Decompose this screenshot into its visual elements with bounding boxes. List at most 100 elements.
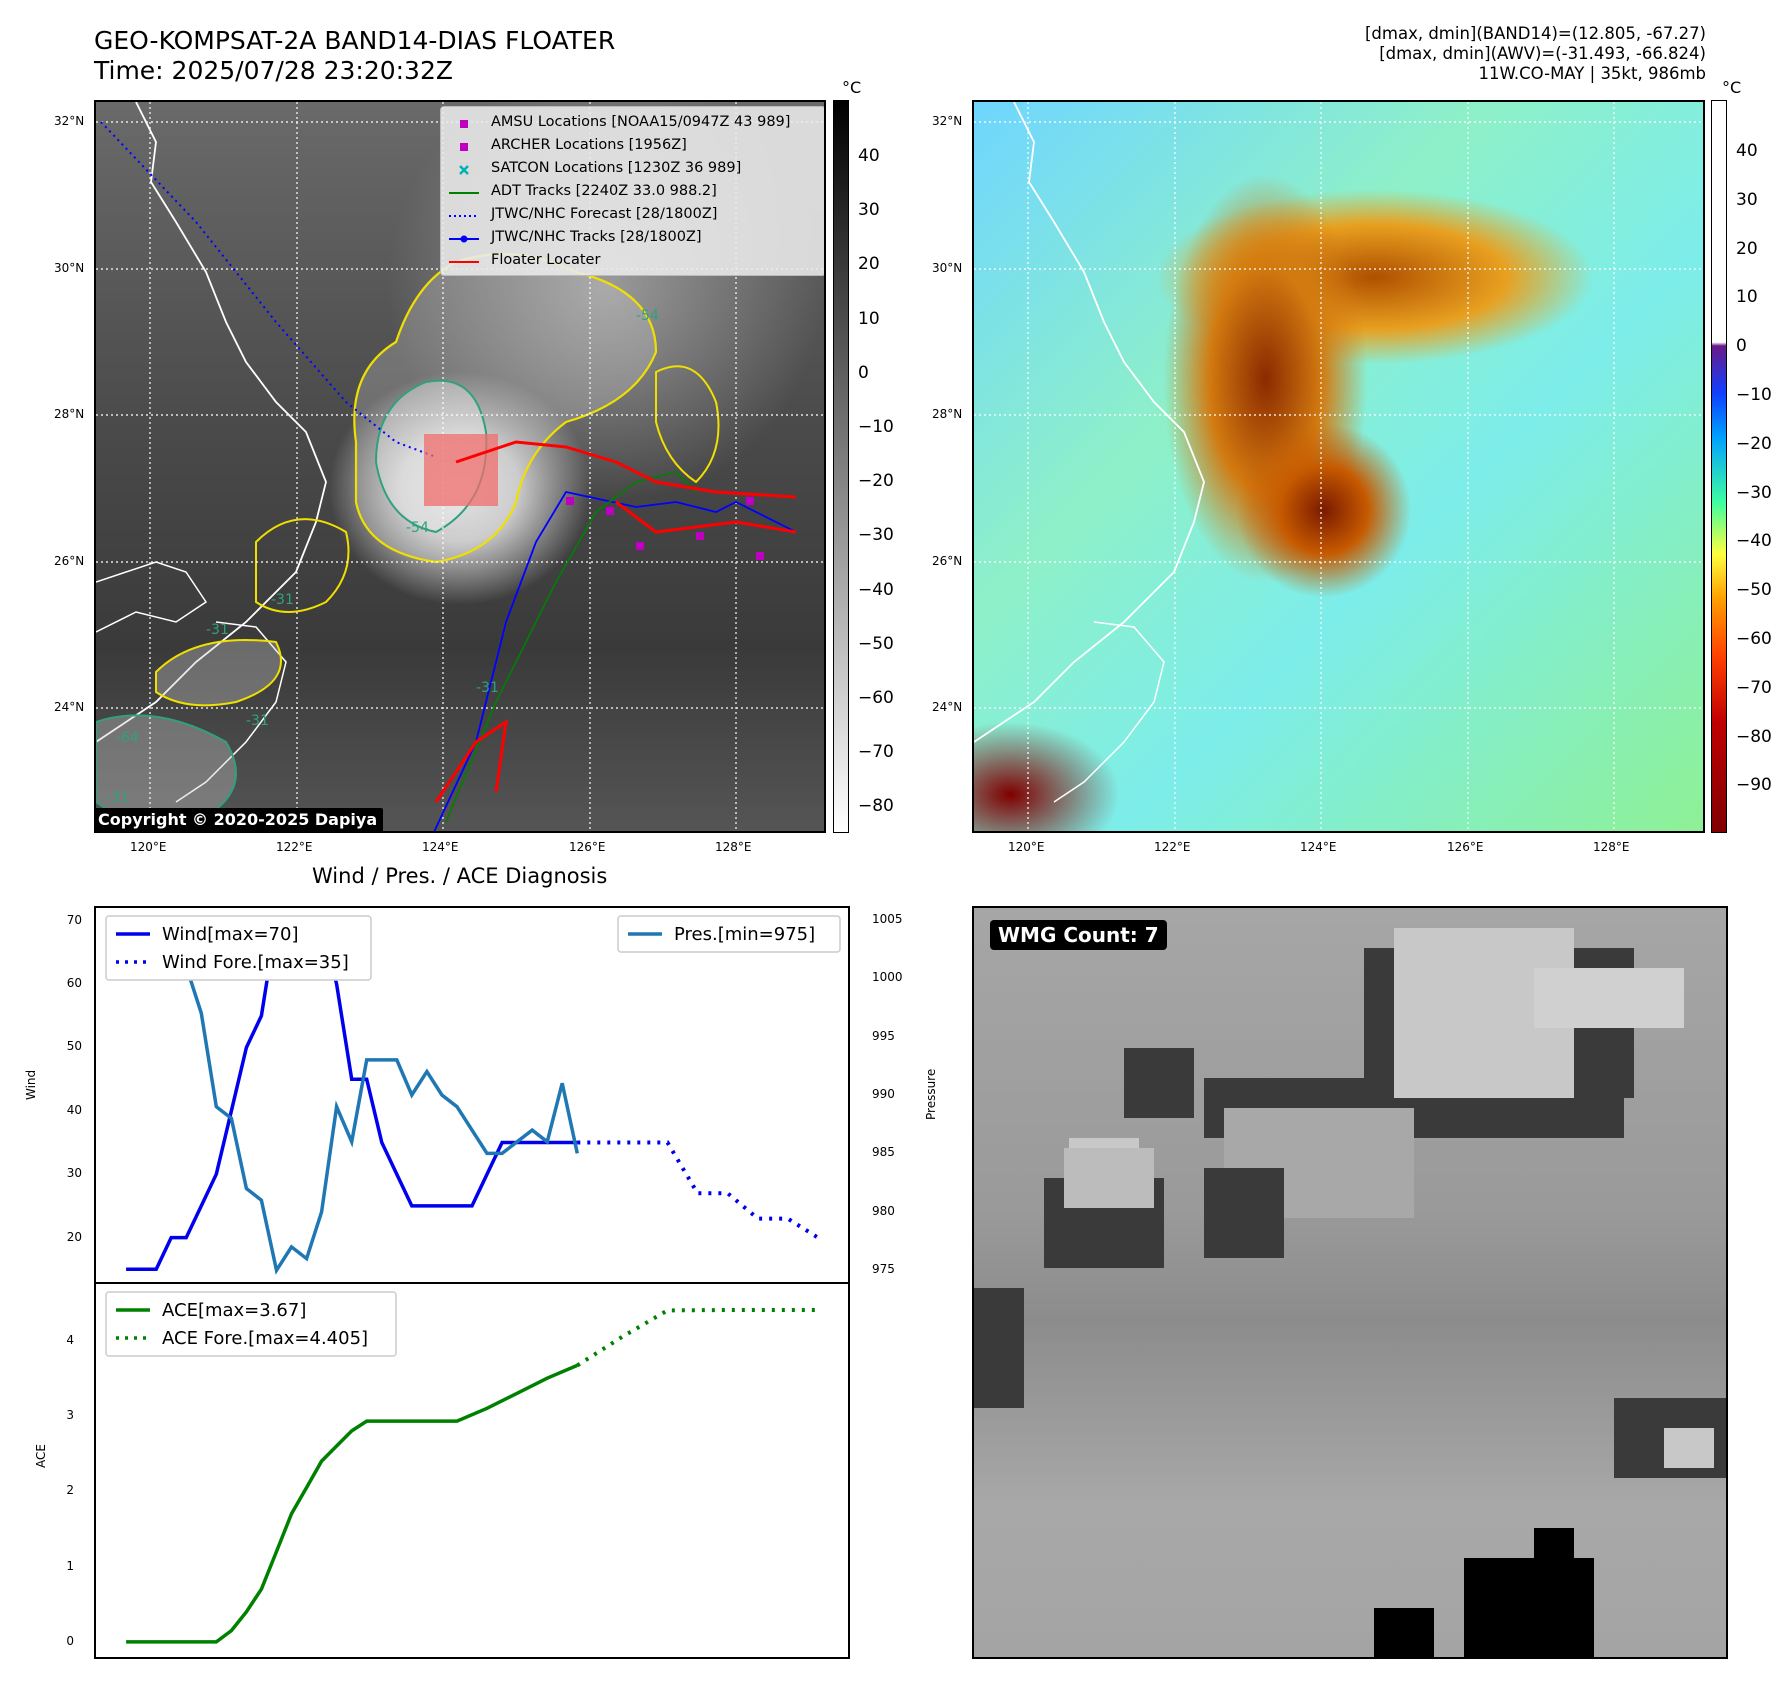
axis-tick-label: 20 — [66, 1229, 82, 1244]
contour-label: -31 — [106, 790, 129, 806]
lon-label: 124°E — [422, 840, 459, 854]
axis-tick-label: 995 — [872, 1028, 895, 1043]
contour-label: -31 — [246, 713, 269, 729]
colorbar-tick-label: −50 — [1736, 580, 1772, 601]
ir-colorbar — [833, 100, 849, 833]
contour-labels: -54 -31 -31 -31 -31 -64 -31 -54 — [106, 308, 659, 806]
lat-label: 24°N — [54, 700, 85, 714]
axis-tick-label: 975 — [872, 1262, 895, 1277]
main-title: GEO-KOMPSAT-2A BAND14-DIAS FLOATER Time:… — [94, 26, 615, 86]
colorbar-tick-label: 0 — [858, 362, 869, 383]
lon-label: 122°E — [1154, 840, 1191, 854]
title-line-1: GEO-KOMPSAT-2A BAND14-DIAS FLOATER — [94, 26, 616, 55]
lat-label: 32°N — [54, 114, 85, 128]
colorbar-tick-label: 10 — [1736, 287, 1758, 308]
floater-box — [424, 434, 498, 506]
lon-label: 124°E — [1300, 840, 1337, 854]
axis-tick-label: 1005 — [872, 911, 903, 926]
legend-label: ADT Tracks [2240Z 33.0 988.2] — [491, 183, 717, 199]
chart-legend: ACE[max=3.67] ACE Fore.[max=4.405] — [105, 1291, 397, 1357]
coastline — [974, 102, 1205, 743]
axis-tick-label: 40 — [66, 1102, 82, 1117]
legend-label: ARCHER Locations [1956Z] — [491, 137, 687, 153]
jtwc-track — [433, 490, 797, 831]
series-line — [576, 1308, 818, 1368]
axis-tick-label: 980 — [872, 1203, 895, 1218]
wmg-count-badge: WMG Count: 7 — [990, 920, 1167, 950]
legend-label: Floater Locater — [491, 252, 601, 268]
axis-tick-label: 4 — [66, 1332, 74, 1347]
legend-label: Pres.[min=975] — [674, 924, 815, 945]
lon-label: 128°E — [715, 840, 752, 854]
colorbar-tick-label: 30 — [858, 200, 880, 221]
lat-label: 28°N — [54, 407, 85, 421]
floater-track — [434, 440, 797, 803]
cloud-contour — [255, 518, 350, 613]
legend-label: ACE[max=3.67] — [162, 1300, 306, 1321]
colorbar-tick-label: 20 — [1736, 238, 1758, 259]
ir-map-overlay: -54 -31 -31 -31 -31 -64 -31 -54 — [96, 102, 824, 831]
title-line-2: Time: 2025/07/28 23:20:32Z — [94, 56, 453, 85]
axis-tick-label: 2 — [66, 1483, 74, 1498]
legend-symbol — [449, 192, 479, 194]
lon-label: 120°E — [130, 840, 167, 854]
axis-tick-label: 1000 — [872, 970, 903, 985]
colorbar-tick-label: −80 — [858, 796, 894, 817]
contour-label: -54 — [406, 520, 429, 536]
contour-label: -31 — [476, 680, 499, 696]
legend-label: Wind Fore.[max=35] — [162, 952, 349, 973]
lon-label: 126°E — [569, 840, 606, 854]
colorbar-tick-label: 30 — [1736, 189, 1758, 210]
stats-awv: [dmax, dmin](AWV)=(-31.493, -66.824) — [1379, 44, 1706, 63]
legend-label: AMSU Locations [NOAA15/0947Z 43 989] — [491, 114, 791, 130]
axis-tick-label: 50 — [66, 1039, 82, 1054]
colorbar-tick-label: −10 — [1736, 385, 1772, 405]
lon-label: 120°E — [1008, 840, 1045, 854]
ace-chart[interactable]: ACE[max=3.67] ACE Fore.[max=4.405] — [94, 1282, 850, 1659]
colorbar-tick-label: −80 — [1736, 726, 1772, 747]
colorbar-tick-label: −70 — [1736, 677, 1772, 698]
series-line — [126, 1363, 578, 1644]
colorbar-tick-label: −10 — [858, 417, 894, 437]
adt-track — [445, 471, 697, 823]
lat-label: 26°N — [932, 554, 963, 568]
colorbar-tick-label: −20 — [1736, 433, 1772, 454]
colorbar-unit: °C — [1722, 78, 1742, 97]
legend-label: SATCON Locations [1230Z 36 989] — [491, 160, 742, 176]
legend-symbol — [449, 235, 479, 243]
contour-label: -31 — [206, 622, 229, 638]
ir-map-panel[interactable]: -54 -31 -31 -31 -31 -64 -31 -54 AMSU Loc… — [94, 100, 826, 833]
contour-label: -54 — [636, 308, 659, 324]
archer-markers — [566, 497, 764, 560]
colorbar-tick-label: −40 — [1736, 531, 1772, 552]
colorbar-unit: °C — [842, 78, 862, 97]
wind-pressure-chart[interactable]: Wind[max=70] Wind Fore.[max=35] Pres.[min=… — [94, 906, 850, 1284]
axis-tick-label: 3 — [66, 1407, 74, 1422]
contour-label: -64 — [116, 730, 139, 746]
axis-tick-label: 1 — [66, 1558, 74, 1573]
legend-symbol — [449, 215, 479, 217]
wind-axis-label: Wind — [24, 1069, 38, 1100]
legend-label: ACE Fore.[max=4.405] — [162, 1328, 368, 1349]
lon-label: 128°E — [1593, 840, 1630, 854]
colorbar-tick-label: −30 — [1736, 482, 1772, 503]
awv-map-panel[interactable] — [972, 100, 1705, 833]
wmg-panel[interactable] — [972, 906, 1728, 1659]
coastline — [175, 621, 287, 803]
jtwc-forecast-line — [100, 121, 437, 458]
diagnosis-title: Wind / Pres. / ACE Diagnosis — [312, 864, 608, 888]
legend-label: JTWC/NHC Tracks [28/1800Z] — [491, 229, 702, 245]
colorbar-tick-label: −30 — [858, 525, 894, 546]
lat-label: 30°N — [54, 261, 85, 275]
stats-band14: [dmax, dmin](BAND14)=(12.805, -67.27) — [1364, 24, 1706, 43]
axis-tick-label: 990 — [872, 1087, 895, 1101]
map-legend: AMSU Locations [NOAA15/0947Z 43 989] ARCH… — [440, 106, 824, 276]
colorbar-tick-label: −70 — [858, 742, 894, 763]
legend-label: JTWC/NHC Forecast [28/1800Z] — [491, 206, 718, 222]
lat-label: 26°N — [54, 554, 85, 568]
legend-symbol — [460, 143, 468, 151]
map-gridlines — [974, 102, 1703, 831]
lon-label: 126°E — [1447, 840, 1484, 854]
lon-label: 122°E — [276, 840, 313, 854]
lat-label: 24°N — [932, 700, 963, 714]
